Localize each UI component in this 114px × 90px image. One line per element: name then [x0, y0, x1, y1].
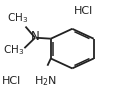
Text: HCl: HCl	[73, 6, 92, 16]
Text: CH$_3$: CH$_3$	[3, 43, 24, 57]
Text: CH$_3$: CH$_3$	[7, 11, 28, 25]
Text: HCl: HCl	[2, 76, 21, 86]
Text: H$_2$N: H$_2$N	[34, 74, 56, 88]
Text: N: N	[31, 30, 40, 43]
